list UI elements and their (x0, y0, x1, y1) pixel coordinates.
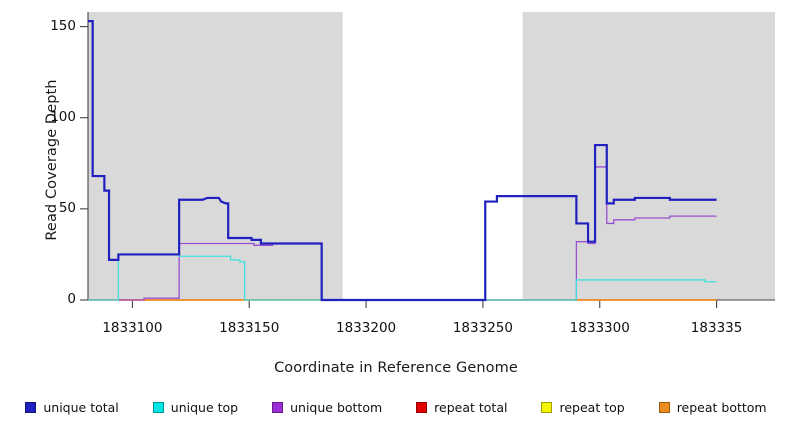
legend-label: repeat total (434, 399, 508, 415)
x-tick-label: 1833150 (219, 320, 280, 336)
legend-swatch-icon (416, 401, 428, 413)
legend-label: unique total (43, 399, 119, 415)
legend-label: unique bottom (290, 399, 383, 415)
legend-label: repeat top (559, 399, 625, 415)
legend-swatch-icon (658, 401, 670, 413)
y-tick-label: 150 (50, 17, 76, 34)
legend-swatch-icon (152, 401, 164, 413)
legend-swatch-icon (25, 401, 37, 413)
y-tick-label: 50 (58, 199, 76, 216)
legend-swatch-icon (541, 401, 553, 413)
shaded-band (88, 12, 343, 300)
legend-item-unique-total[interactable]: unique total (25, 399, 119, 415)
shaded-bands-group (88, 12, 775, 300)
shaded-band (522, 12, 775, 300)
x-tick-label: 183335 (690, 320, 743, 336)
x-tick-label: 1833100 (102, 320, 163, 336)
y-tick-label: 0 (67, 291, 76, 307)
x-axis-title: Coordinate in Reference Genome (274, 360, 518, 376)
y-axis-title: Read Coverage Depth (44, 79, 60, 241)
legend-item-unique-top[interactable]: unique top (152, 399, 239, 415)
legend-swatch-icon (272, 401, 284, 413)
x-tick-label: 1833300 (569, 320, 630, 336)
legend-item-repeat-top[interactable]: repeat top (541, 399, 625, 415)
series-group (88, 20, 717, 302)
series-line-unique-bottom (88, 166, 717, 301)
legend-label: repeat bottom (676, 399, 767, 415)
chart-legend: unique total unique top unique bottom repea… (0, 396, 792, 418)
legend-label: unique top (170, 399, 239, 415)
x-tick-label: 1833250 (452, 320, 513, 336)
x-tick-label: 1833200 (336, 320, 397, 336)
legend-item-repeat-total[interactable]: repeat total (416, 400, 507, 415)
y-tick-label: 100 (50, 108, 76, 125)
series-line-unique-total (88, 20, 717, 302)
legend-item-unique-bottom[interactable]: unique bottom (272, 400, 382, 415)
legend-item-repeat-bottom[interactable]: repeat bottom (658, 399, 767, 415)
